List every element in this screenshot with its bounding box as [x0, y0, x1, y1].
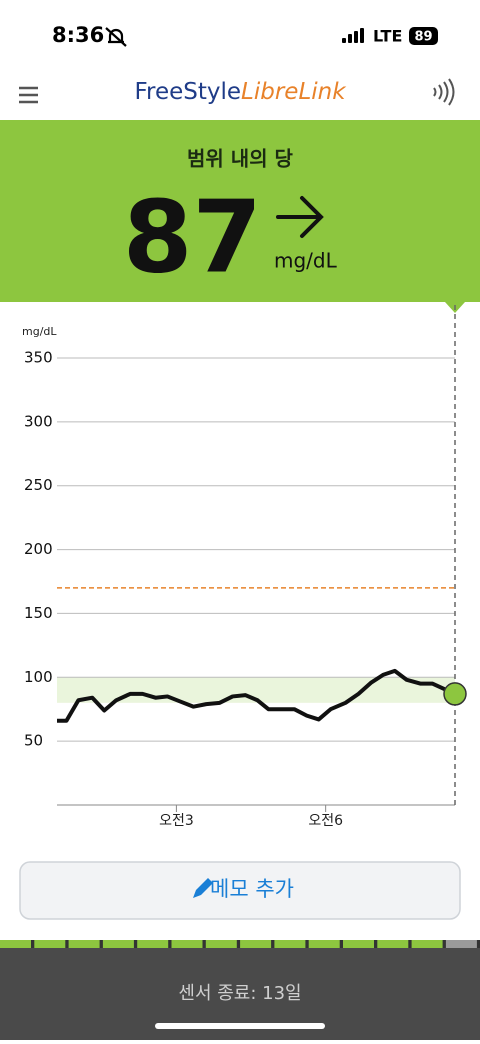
progress-seg	[205, 940, 237, 948]
status-network: LTE	[373, 27, 402, 46]
glucose-line	[57, 668, 456, 723]
reading-banner	[0, 120, 480, 302]
scan-button[interactable]	[433, 78, 455, 106]
y-tick-label: 250	[24, 476, 53, 494]
signal-icon	[342, 28, 364, 43]
progress-seg	[171, 940, 203, 948]
y-tick-label: 100	[24, 668, 53, 686]
home-indicator	[155, 1023, 325, 1029]
y-tick-label: 50	[24, 732, 43, 750]
glucose-chart: mg/dL 50 100 150 200 250 300 350 오전3 오전6	[22, 305, 467, 829]
progress-seg	[411, 940, 443, 948]
brand-part2: LibreLink	[241, 79, 347, 105]
y-tick-label: 200	[24, 540, 53, 558]
progress-seg	[240, 940, 272, 948]
progress-seg	[274, 940, 306, 948]
sensor-end: 센서 종료: 13일	[178, 983, 301, 1004]
progress-seg	[0, 940, 31, 948]
progress-seg	[137, 940, 169, 948]
status-time: 8:36	[52, 23, 104, 47]
x-tick-label: 오전6	[308, 813, 343, 829]
trend-arrow	[276, 196, 324, 238]
progress-seg	[377, 940, 409, 948]
brand: FreeStyleLibreLink	[134, 79, 347, 105]
progress-seg	[34, 940, 66, 948]
y-tick-label: 350	[24, 349, 53, 367]
progress-seg	[445, 940, 477, 948]
pencil-icon	[193, 878, 213, 898]
status-battery: 89	[414, 30, 432, 45]
current-point	[443, 682, 467, 706]
sensor-progress	[0, 940, 480, 948]
reading-value: 87	[123, 178, 262, 295]
reading-label: 범위 내의 당	[187, 147, 294, 171]
battery-icon	[409, 27, 438, 45]
y-tick-label: 300	[24, 412, 53, 430]
progress-seg	[308, 940, 340, 948]
menu-button[interactable]	[19, 86, 38, 104]
progress-seg	[68, 940, 100, 948]
x-tick-label: 오전3	[159, 813, 194, 829]
add-note-button[interactable]: 메모 추가	[19, 861, 461, 920]
progress-seg	[343, 940, 374, 948]
y-tick-label: 150	[24, 604, 53, 622]
brand-part1: FreeStyle	[134, 79, 241, 105]
add-note-label: 메모 추가	[210, 877, 294, 901]
progress-track	[0, 940, 480, 948]
progress-seg	[102, 940, 134, 948]
mute-icon	[105, 27, 127, 47]
y-axis-label: mg/dL	[22, 325, 57, 338]
reading-unit: mg/dL	[274, 249, 338, 273]
